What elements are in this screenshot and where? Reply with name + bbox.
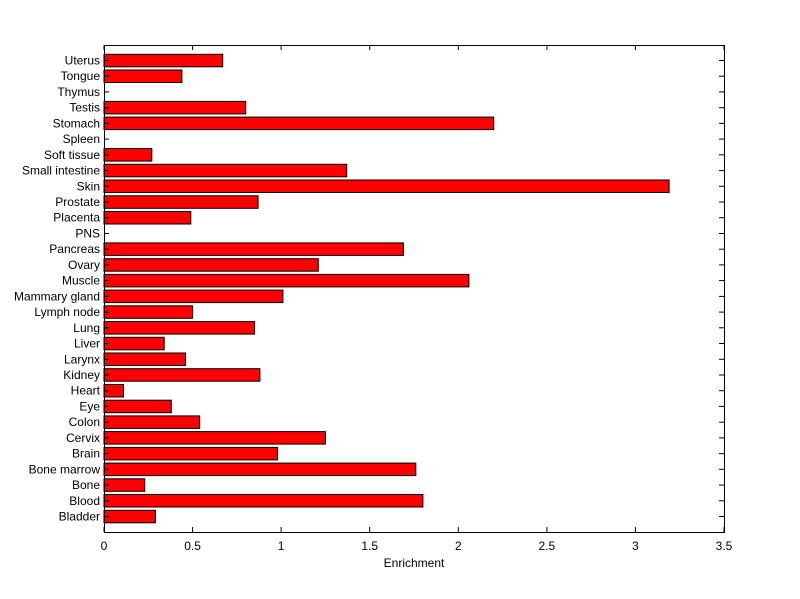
y-tick-label-eye: Eye (79, 399, 100, 413)
y-tick-label-ovary: Ovary (68, 258, 100, 272)
y-tick-label-spleen: Spleen (63, 132, 100, 146)
bar-lung (103, 321, 256, 335)
bar-ovary (103, 258, 319, 272)
bar-blood (103, 494, 424, 508)
y-tick-label-lymph-node: Lymph node (34, 305, 100, 319)
x-tick-label-2: 1 (278, 539, 285, 553)
bar-bladder (103, 509, 156, 524)
bar-small-intestine (103, 163, 348, 178)
x-tick-label-1: 0.5 (184, 539, 201, 553)
x-axis-label: Enrichment (384, 556, 445, 570)
x-tick-label-3: 1.5 (361, 539, 378, 553)
y-tick-label-placenta: Placenta (53, 211, 100, 225)
x-tick-label-4: 2 (455, 539, 462, 553)
y-tick-label-cervix: Cervix (66, 431, 100, 445)
bar-muscle (103, 273, 470, 288)
bar-colon (103, 415, 201, 429)
bar-placenta (103, 211, 192, 225)
bar-soft-tissue (103, 148, 153, 162)
bar-cervix (103, 431, 326, 445)
bar-lymph-node (103, 305, 194, 319)
y-tick-label-thymus: Thymus (57, 85, 100, 99)
y-tick-label-skin: Skin (77, 179, 100, 193)
bar-bone-marrow (103, 462, 417, 477)
y-tick-label-small-intestine: Small intestine (22, 164, 100, 178)
bar-larynx (103, 352, 186, 366)
y-tick-label-blood: Blood (69, 494, 100, 508)
bar-skin (103, 179, 670, 193)
y-tick-label-tongue: Tongue (61, 69, 101, 83)
bar-testis (103, 100, 247, 115)
y-tick-label-pns: PNS (75, 227, 100, 241)
y-tick-label-liver: Liver (74, 337, 100, 351)
bars-layer (103, 53, 670, 524)
x-tick-label-6: 3 (632, 539, 639, 553)
bar-bone (103, 478, 146, 492)
bar-pancreas (103, 242, 404, 256)
y-tick-label-brain: Brain (72, 447, 100, 461)
y-tick-label-mammary-gland: Mammary gland (14, 289, 100, 303)
y-tick-label-muscle: Muscle (62, 274, 100, 288)
bar-eye (103, 399, 172, 414)
y-tick-label-prostate: Prostate (55, 195, 100, 209)
y-tick-label-stomach: Stomach (53, 116, 100, 130)
bar-liver (103, 336, 165, 351)
y-tick-label-lung: Lung (73, 321, 100, 335)
bar-mammary-gland (103, 289, 284, 304)
y-tick-label-pancreas: Pancreas (49, 242, 100, 256)
y-tick-label-kidney: Kidney (63, 368, 100, 382)
x-axis-ticks: 0 0.5 1 1.5 2 2.5 3 3.5 (101, 45, 733, 553)
x-tick-label-0: 0 (101, 539, 108, 553)
bar-brain (103, 446, 279, 461)
bar-tongue (103, 69, 183, 83)
y-tick-label-heart: Heart (71, 384, 101, 398)
y-tick-label-larynx: Larynx (64, 352, 100, 366)
y-tick-label-soft-tissue: Soft tissue (44, 148, 100, 162)
y-tick-label-testis: Testis (69, 101, 100, 115)
bar-stomach (103, 116, 495, 131)
y-tick-label-uterus: Uterus (65, 54, 100, 68)
y-tick-label-colon: Colon (69, 415, 100, 429)
plot-frame (104, 45, 725, 533)
bar-uterus (103, 53, 224, 68)
bar-prostate (103, 195, 259, 209)
y-tick-label-bone-marrow: Bone marrow (29, 462, 101, 476)
bar-kidney (103, 368, 261, 382)
x-tick-label-7: 3.5 (716, 539, 733, 553)
x-tick-label-5: 2.5 (539, 539, 556, 553)
y-tick-label-bladder: Bladder (59, 510, 100, 524)
y-tick-label-bone: Bone (72, 478, 100, 492)
